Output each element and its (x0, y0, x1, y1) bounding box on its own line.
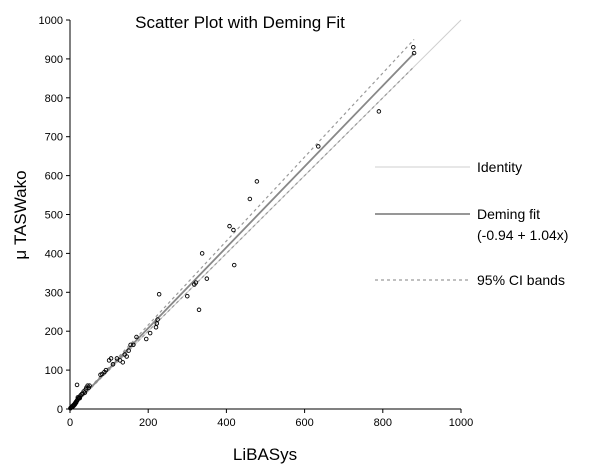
x-tick-label: 800 (374, 417, 392, 429)
data-point (254, 179, 260, 184)
y-tick-label: 200 (45, 326, 63, 338)
data-point (227, 223, 232, 229)
data-point (204, 276, 210, 281)
x-tick-label: 400 (217, 417, 235, 429)
data-point (153, 325, 159, 330)
data-point (231, 262, 237, 268)
data-point (114, 356, 120, 361)
data-point (108, 356, 114, 361)
data-point (134, 334, 139, 340)
data-point (103, 367, 109, 373)
legend-label-identity: Identity (477, 159, 522, 175)
y-tick-label: 300 (45, 287, 63, 299)
data-point (126, 348, 131, 353)
ci-lower-band (69, 66, 415, 410)
data-point (376, 109, 382, 114)
data-point (87, 383, 92, 388)
data-point (196, 307, 202, 313)
x-tick-label: 0 (67, 417, 73, 429)
x-axis-title: LiBASys (233, 445, 297, 464)
data-point (147, 330, 153, 336)
deming-fit-line (69, 52, 415, 410)
data-point (110, 362, 116, 367)
data-point (411, 44, 416, 50)
y-tick-label: 700 (45, 132, 63, 144)
data-point (199, 251, 205, 256)
x-tick-label: 600 (295, 417, 313, 429)
chart-title: Scatter Plot with Deming Fit (135, 13, 345, 32)
y-tick-label: 900 (45, 54, 63, 66)
y-tick-label: 100 (45, 365, 63, 377)
y-tick-label: 0 (57, 404, 63, 416)
data-point (124, 354, 129, 359)
y-tick-label: 500 (45, 210, 63, 222)
data-point (231, 227, 236, 233)
y-axis-title: μ TASWako (11, 170, 30, 259)
data-point (316, 144, 321, 149)
y-tick-label: 400 (45, 248, 63, 260)
y-tick-label: 800 (45, 93, 63, 105)
axes: 0 200 400 600 800 1000 0 100 200 300 400 500 600 700 8… (39, 15, 474, 429)
x-tick-label: 200 (139, 417, 157, 429)
data-point (247, 196, 253, 202)
x-tick-label: 1000 (449, 417, 473, 429)
legend-sublabel-deming: (-0.94 + 1.04x) (477, 227, 568, 243)
legend-label-deming: Deming fit (477, 206, 540, 222)
plot-area (68, 19, 462, 411)
data-point (185, 293, 190, 299)
data-point (74, 382, 80, 388)
data-point (155, 317, 160, 322)
y-tick-label: 1000 (39, 15, 63, 27)
y-tick-label: 600 (45, 171, 63, 183)
data-point (143, 336, 149, 342)
data-point (120, 360, 126, 365)
legend: Identity Deming fit (-0.94 + 1.04x) 95% CI … (375, 159, 568, 288)
legend-label-ci: 95% CI bands (477, 272, 565, 288)
data-point (193, 280, 199, 285)
data-point (128, 342, 133, 348)
data-point (131, 342, 136, 348)
ci-upper-band (69, 39, 415, 410)
data-point (75, 395, 81, 400)
data-point (411, 50, 417, 56)
data-point (156, 291, 162, 297)
